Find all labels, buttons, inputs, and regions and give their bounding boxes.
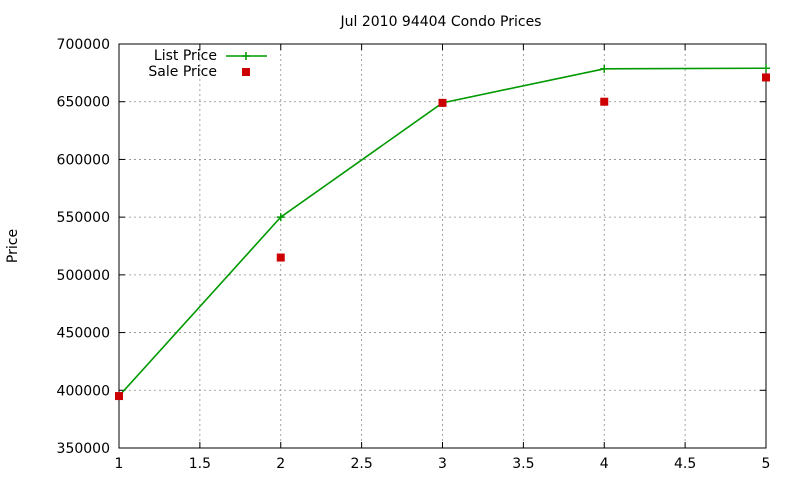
list-price-point — [242, 52, 250, 60]
y-tick-label: 650000 — [57, 95, 110, 111]
y-tick-label: 550000 — [57, 210, 110, 226]
x-tick-label: 4.5 — [674, 456, 696, 472]
chart-title: Jul 2010 94404 Condo Prices — [340, 14, 542, 30]
legend-swatch-sale-price — [242, 68, 250, 76]
x-tick-label: 2.5 — [350, 456, 372, 472]
legend-label-sale-price: Sale Price — [148, 64, 217, 80]
sale-price-point — [276, 253, 285, 262]
x-tick-label: 2 — [276, 456, 285, 472]
list-price-line — [118, 67, 767, 397]
list-price-point — [276, 213, 285, 222]
x-tick-label: 4 — [600, 456, 609, 472]
sale-price-point — [600, 97, 609, 106]
list-price-point — [600, 64, 609, 73]
sale-price-point — [115, 392, 123, 401]
list-price-point — [762, 64, 770, 73]
y-tick-label: 450000 — [57, 326, 110, 342]
grid — [119, 44, 766, 448]
sale-price-point — [762, 73, 770, 82]
legend-label-list-price: List Price — [154, 48, 217, 64]
x-tick-label: 3 — [438, 456, 447, 472]
ticks: 350000 400000 450000 500000 550000 600000 6500… — [57, 37, 771, 472]
y-tick-label: 700000 — [57, 37, 110, 53]
series-layer — [115, 64, 770, 401]
y-axis-label: Price — [5, 229, 21, 263]
x-tick-label: 5 — [762, 456, 771, 472]
y-tick-label: 350000 — [57, 441, 110, 457]
y-tick-label: 400000 — [57, 383, 110, 399]
x-tick-label: 3.5 — [512, 456, 534, 472]
y-tick-label: 600000 — [57, 152, 110, 168]
sale-price-point — [438, 98, 447, 107]
y-tick-label: 500000 — [57, 268, 110, 284]
x-tick-label: 1 — [115, 456, 124, 472]
x-tick-label: 1.5 — [189, 456, 211, 472]
